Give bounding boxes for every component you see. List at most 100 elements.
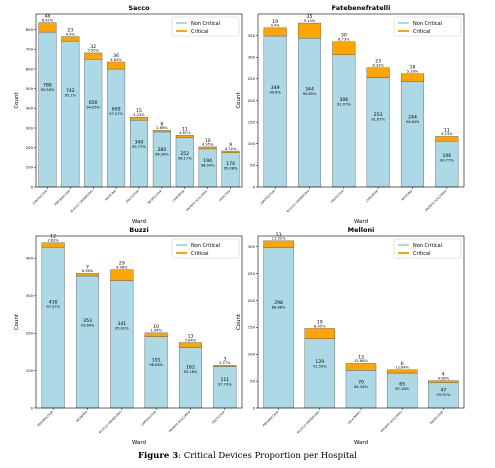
data-label-non-critical-count: 430 (49, 299, 58, 305)
x-tick-label: CARDIOLOGIA (259, 189, 276, 206)
y-tick-label: 150 (248, 325, 256, 330)
y-tick-label: 800 (26, 27, 34, 32)
bar-critical (175, 135, 194, 138)
legend-label-non-critical: Non Critical (413, 21, 442, 27)
x-axis-label: Ward (132, 219, 146, 225)
data-label-critical-count: 29 (119, 261, 125, 267)
chart-title: Buzzi (129, 226, 148, 234)
data-label-non-critical-pct: 90.85% (303, 92, 317, 96)
y-tick-label: 200 (26, 145, 34, 150)
data-label-non-critical-count: 742 (66, 88, 75, 94)
data-label-critical-pct: 15.66% (354, 359, 368, 363)
x-tick-label: CHIRURGIA (172, 189, 186, 203)
data-label-non-critical-pct: 92.16% (184, 370, 198, 374)
data-label-non-critical-count: 341 (117, 321, 126, 327)
chart-title: Melloni (348, 226, 375, 234)
y-tick-label: 200 (26, 331, 34, 336)
bar-non-critical (297, 38, 322, 188)
bar-critical (152, 130, 171, 133)
data-label-critical-count: 3 (223, 356, 226, 362)
bar-non-critical (38, 31, 57, 188)
bar-critical (75, 273, 100, 277)
data-label-critical-pct: 9.15% (304, 19, 316, 23)
bar-critical (345, 363, 377, 371)
x-tick-label: PNEUMOLOGIA (54, 189, 72, 207)
data-label-critical-count: 11 (182, 126, 188, 132)
x-tick-label: BLOCCO OPERATORIO (296, 409, 321, 434)
x-tick-label: NEUROLOGIA (147, 189, 163, 205)
x-tick-label: RADIOLOGIA (429, 410, 444, 425)
bar-non-critical (84, 59, 103, 188)
data-label-critical-count: 4 (442, 372, 445, 378)
x-tick-label: ONCOLOGIA (330, 189, 345, 204)
bar-critical (428, 380, 459, 383)
y-tick-label: 300 (248, 244, 256, 249)
bar-critical (263, 27, 287, 37)
bar-non-critical (61, 40, 80, 188)
data-label-non-critical-pct: 95.77% (132, 145, 146, 149)
bar-critical (435, 136, 459, 142)
data-label-non-critical-count: 244 (408, 114, 417, 120)
data-label-critical-pct: 4.23% (133, 113, 145, 117)
data-label-critical-count: 13 (276, 232, 282, 238)
bar-critical (213, 365, 237, 367)
bar-non-critical (213, 366, 237, 409)
data-label-non-critical-count: 191 (152, 358, 161, 364)
data-label-non-critical-pct: 97.37% (46, 305, 60, 309)
data-label-non-critical-pct: 91.07% (337, 102, 351, 106)
x-tick-label: BLOCCO OPERATORIO (286, 188, 311, 213)
data-label-non-critical-pct: 88.68% (272, 305, 286, 309)
data-label-critical-count: 13 (188, 334, 194, 340)
data-label-critical-pct: 8.45% (314, 324, 326, 328)
legend-box (393, 238, 462, 259)
bar-critical (198, 146, 217, 150)
bar-non-critical (41, 247, 65, 409)
y-tick-label: 50 (250, 163, 255, 168)
y-tick-label: 100 (26, 165, 34, 170)
bar-critical (61, 36, 80, 42)
data-label-critical-count: 11 (444, 127, 450, 133)
data-label-critical-count: 23 (375, 59, 381, 65)
data-label-non-critical-count: 162 (186, 365, 195, 371)
legend-label-non-critical: Non Critical (191, 243, 220, 249)
x-tick-label: PRONTO SOCCORSO (168, 409, 192, 433)
legend-label-critical: Critical (191, 251, 209, 257)
data-label-critical-count: 9 (229, 142, 232, 148)
data-label-non-critical-pct: 94.84% (406, 120, 420, 124)
data-label-critical-pct: 4.08% (438, 376, 450, 380)
data-label-non-critical-pct: 95.92% (437, 393, 451, 397)
data-label-non-critical-pct: 90.6% (269, 90, 281, 94)
bar-critical (129, 117, 149, 121)
caption-text: : Critical Devices Proportion per Hospit… (178, 451, 358, 461)
data-label-non-critical-pct: 84.34% (354, 385, 368, 389)
x-tick-label: PNEUMOLOGIA (36, 410, 54, 428)
data-label-critical-count: 15 (136, 108, 142, 114)
data-label-non-critical-count: 106 (442, 153, 451, 159)
x-tick-label: PRONTO SOCCORSO (424, 188, 448, 212)
x-tick-label: CHIRURGIA (365, 189, 379, 203)
y-axis-label: Count (14, 313, 20, 330)
data-label-non-critical-count: 340 (135, 140, 144, 146)
data-label-critical-pct: 6.36% (82, 269, 94, 273)
legend-label-critical: Critical (413, 29, 431, 35)
data-label-non-critical-pct: 90.58% (41, 88, 55, 92)
data-label-critical-count: 35 (307, 14, 313, 20)
chart-title: Fatebenefratelli (332, 4, 391, 12)
x-tick-label: PRONTO SOCCORSO (185, 188, 209, 212)
data-label-critical-pct: 6.92% (42, 18, 54, 22)
data-label-critical-pct: 2.27% (219, 361, 231, 365)
data-label-critical-count: 23 (67, 28, 73, 34)
bar-non-critical (366, 77, 390, 188)
figure-caption: Figure 3: Critical Devices Proportion pe… (0, 451, 495, 461)
data-label-non-critical-count: 252 (180, 151, 189, 157)
data-label-non-critical-pct: 87.16% (395, 387, 409, 391)
data-label-non-critical-pct: 93.64% (81, 324, 95, 328)
data-label-non-critical-pct: 96.34% (155, 153, 169, 157)
plot-frame (35, 13, 243, 188)
data-label-non-critical-count: 298 (274, 300, 283, 306)
data-label-critical-count: 36 (113, 53, 119, 59)
bar-critical (400, 73, 425, 82)
